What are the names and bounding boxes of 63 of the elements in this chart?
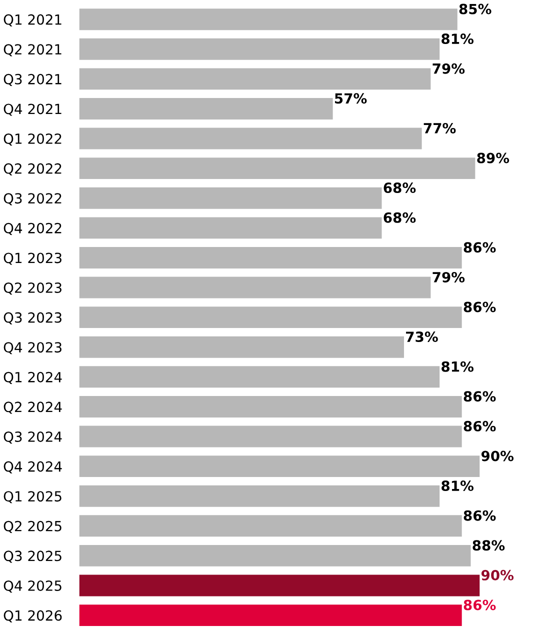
data-label: 86% <box>464 420 496 432</box>
bar <box>79 306 462 328</box>
bar <box>79 485 440 507</box>
y-tick-label: Q1 2022 <box>4 134 62 146</box>
bar <box>79 276 431 298</box>
y-tick-label: Q1 2021 <box>4 14 62 26</box>
y-tick-label: Q1 2023 <box>4 252 62 265</box>
bar <box>79 246 462 268</box>
bar <box>79 187 382 209</box>
bar <box>79 8 458 30</box>
bar <box>79 98 333 120</box>
data-label: 88% <box>472 540 505 551</box>
bar <box>79 68 431 90</box>
data-label: 89% <box>477 152 510 164</box>
bar <box>79 38 440 60</box>
data-label: 79% <box>432 63 465 74</box>
y-tick-label: Q2 2025 <box>4 520 62 533</box>
data-label: 81% <box>442 480 474 492</box>
data-label: 77% <box>424 122 456 134</box>
y-tick-label: Q2 2024 <box>4 402 62 414</box>
y-tick-label: Q4 2024 <box>4 461 62 474</box>
data-label: 79% <box>432 272 465 282</box>
data-label: 90% <box>481 570 514 580</box>
y-tick-label: Q3 2023 <box>4 312 62 324</box>
data-label: 86% <box>464 510 496 521</box>
bar <box>79 544 471 566</box>
data-label: 86% <box>464 302 496 312</box>
y-tick-label: Q4 2021 <box>4 104 62 116</box>
bar <box>79 515 462 537</box>
y-tick-label: Q1 2025 <box>4 491 62 504</box>
y-tick-label: Q1 2026 <box>4 610 62 622</box>
bar <box>79 158 476 180</box>
data-label: 86% <box>464 391 496 402</box>
data-label: 73% <box>406 332 438 342</box>
y-tick-label: Q3 2022 <box>4 193 62 206</box>
bar <box>79 604 462 626</box>
data-label: 57% <box>335 93 367 104</box>
bar <box>79 366 440 388</box>
y-tick-label: Q3 2021 <box>4 74 62 86</box>
y-tick-label: Q2 2022 <box>4 163 62 176</box>
y-tick-label: Q2 2021 <box>4 44 62 56</box>
bar <box>79 336 404 358</box>
data-label: 68% <box>384 212 416 223</box>
y-tick-label: Q4 2025 <box>4 580 62 593</box>
bar <box>79 574 480 596</box>
data-label: 68% <box>384 182 416 194</box>
bar <box>79 456 480 478</box>
bar <box>79 217 382 239</box>
bar <box>79 396 462 418</box>
y-tick-label: Q2 2023 <box>4 282 62 295</box>
y-tick-label: Q3 2024 <box>4 431 62 444</box>
data-label: 81% <box>442 34 474 44</box>
data-label: 86% <box>464 242 496 253</box>
bar <box>79 426 462 448</box>
data-label: 85% <box>459 4 492 14</box>
data-label: 81% <box>442 361 474 372</box>
bar <box>79 128 422 150</box>
y-tick-label: Q4 2022 <box>4 222 62 235</box>
y-tick-label: Q4 2023 <box>4 342 62 354</box>
y-tick-label: Q3 2025 <box>4 550 62 563</box>
data-label: 90% <box>481 450 514 462</box>
data-label: 86% <box>464 600 496 610</box>
y-tick-label: Q1 2024 <box>4 372 62 384</box>
